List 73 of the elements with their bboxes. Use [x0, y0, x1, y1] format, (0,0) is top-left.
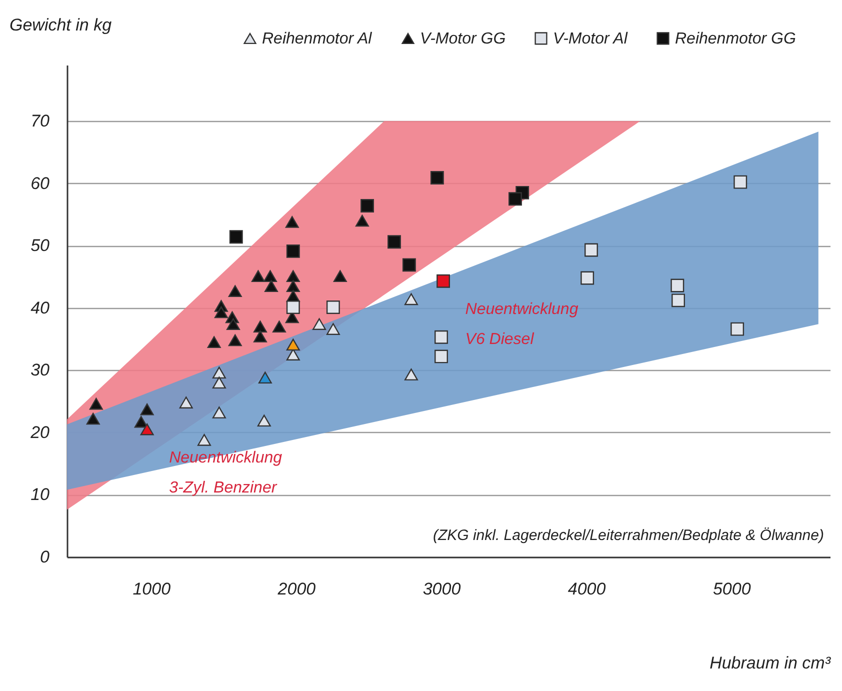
point [198, 434, 211, 446]
point [286, 270, 300, 282]
point [286, 338, 300, 351]
point [430, 171, 444, 184]
point [212, 376, 226, 389]
point [672, 294, 685, 308]
point [404, 368, 418, 380]
point [212, 406, 226, 418]
x-tick-label: 1000 [132, 580, 172, 598]
point [734, 175, 748, 189]
x-tick-label: 3000 [422, 580, 462, 598]
point [355, 214, 369, 227]
point [140, 403, 154, 416]
x-tick-label: 5000 [712, 580, 752, 598]
x-tick-label: 2000 [276, 580, 316, 598]
point [258, 372, 272, 384]
point [86, 412, 100, 425]
point [326, 323, 340, 335]
point [264, 280, 278, 292]
y-tick-label: 0 [40, 548, 50, 566]
point [228, 334, 242, 346]
y-tick-label: 50 [30, 236, 50, 256]
point [286, 280, 300, 292]
point [140, 423, 154, 436]
y-tick-label: 20 [30, 422, 50, 442]
point [333, 270, 347, 282]
point [214, 306, 228, 318]
y-axis-title: Gewicht in kg [10, 16, 112, 34]
point [179, 396, 193, 408]
x-axis-title: Hubraum in cm³ [710, 654, 832, 672]
y-tick-label: 70 [30, 112, 50, 131]
y-tick-label: 30 [30, 360, 50, 380]
legend-label: V-Motor Al [553, 30, 628, 48]
point [286, 348, 300, 360]
point [226, 318, 240, 330]
point [580, 271, 594, 285]
annotation: Neuentwicklung V6 Diesel [465, 301, 578, 348]
point [402, 258, 416, 272]
legend-label: Reihenmotor Al [262, 30, 372, 48]
point [229, 230, 243, 244]
point [257, 414, 271, 427]
point [584, 243, 598, 257]
point [253, 320, 267, 332]
point [434, 350, 448, 364]
point [388, 235, 401, 249]
point [228, 285, 242, 297]
annotation: (ZKG inkl. Lagerdeckel/Leiterrahmen/Bedplate & Ölwanne) [432, 527, 824, 544]
point [508, 192, 522, 206]
x-tick-label: 4000 [568, 580, 606, 598]
point [326, 300, 340, 314]
point [360, 199, 374, 212]
point [286, 244, 300, 258]
point [436, 274, 450, 288]
point [670, 278, 684, 292]
point [134, 416, 148, 428]
point [312, 318, 326, 330]
point [253, 330, 267, 342]
y-tick-label: 10 [30, 485, 50, 504]
legend-label: Reihenmotor GG [675, 30, 796, 48]
point [264, 270, 277, 282]
point [212, 366, 226, 379]
y-tick-label: 40 [30, 298, 50, 318]
point [272, 320, 286, 332]
legend-label: V-Motor GG [420, 30, 506, 48]
point [404, 293, 418, 306]
point [730, 322, 744, 336]
y-tick-label: 60 [30, 174, 50, 193]
point [251, 270, 265, 282]
point [89, 398, 103, 410]
point [434, 330, 448, 344]
point [286, 300, 300, 314]
point [207, 336, 221, 348]
point [285, 216, 299, 228]
